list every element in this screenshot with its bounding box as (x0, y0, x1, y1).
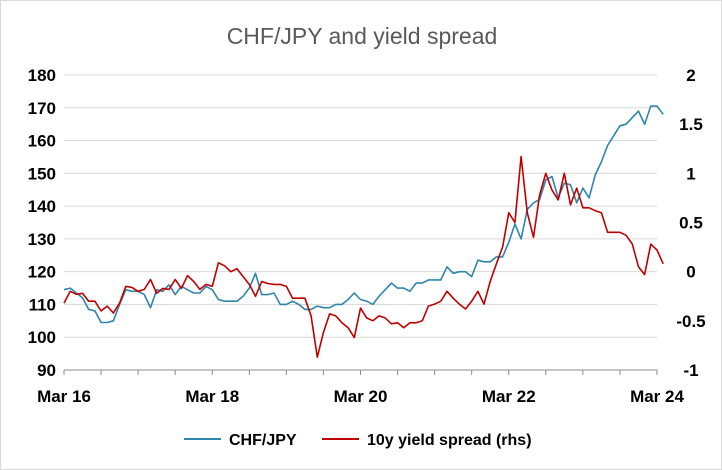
y-left-tick-label-5: 140 (28, 197, 56, 216)
y-right-tick-label-2: 0 (686, 263, 695, 282)
chart-title: CHF/JPY and yield spread (227, 23, 498, 49)
y-left-tick-label-7: 160 (28, 132, 56, 151)
x-tick-label-3: Mar 22 (482, 387, 536, 406)
series-line-yield-spread (63, 155, 664, 359)
gridlines (64, 74, 657, 371)
y-left-tick-label-2: 110 (29, 295, 56, 314)
y-left-tick-label-3: 120 (28, 263, 56, 282)
x-tick-label-1: Mar 18 (185, 387, 239, 406)
series-line-chf-jpy (63, 105, 664, 324)
axes: 90 100 110 120 130 140 150 160 170 180 -1 -0.5 0 0.5 1… (28, 66, 706, 406)
y-right-tick-label-6: 2 (686, 66, 695, 85)
y-right-tick-label-4: 1 (686, 164, 695, 183)
series-lines (63, 105, 664, 359)
y-left-tick-label-8: 170 (28, 99, 56, 118)
legend-label-chf-jpy: CHF/JPY (229, 432, 297, 449)
y-left-tick-label-6: 150 (28, 164, 56, 183)
x-tick-label-2: Mar 20 (334, 387, 388, 406)
y-left-tick-label-0: 90 (37, 361, 56, 380)
y-right-tick-label-3: 0.5 (679, 214, 703, 233)
y-right-tick-label-1: -0.5 (676, 312, 705, 331)
y-left-tick-label-1: 100 (28, 328, 56, 347)
x-tick-label-4: Mar 24 (630, 387, 684, 406)
legend: CHF/JPY 10y yield spread (rhs) (184, 432, 532, 449)
y-right-tick-label-0: -1 (683, 361, 698, 380)
legend-label-yield-spread: 10y yield spread (rhs) (367, 432, 532, 449)
y-right-tick-label-5: 1.5 (679, 115, 703, 134)
x-tick-label-0: Mar 16 (37, 387, 91, 406)
y-left-tick-label-4: 130 (28, 230, 56, 249)
y-left-tick-label-9: 180 (28, 66, 56, 85)
